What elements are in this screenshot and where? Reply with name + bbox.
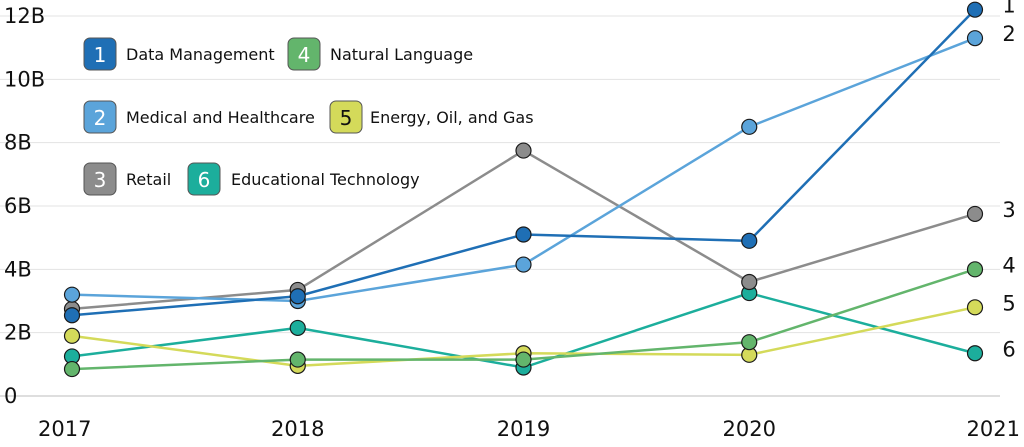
axis-labels: 0 2B 4B 6B 8B 10B 12B 2017 2018 2019 2020 2021: [4, 4, 1020, 441]
data-point-1: [289, 288, 306, 305]
y-tick-label: 6B: [4, 194, 32, 218]
x-tick-label: 2021: [967, 417, 1020, 441]
data-points: [63, 1, 984, 378]
legend-label: Data Management: [126, 45, 275, 64]
data-point-1: [966, 1, 984, 18]
legend-label: Educational Technology: [231, 170, 420, 189]
data-point-4: [515, 351, 532, 368]
legend-label: Retail: [126, 170, 171, 189]
y-tick-label: 12B: [4, 4, 45, 28]
series-end-label-6: 6: [1002, 337, 1015, 361]
x-tick-label: 2017: [38, 417, 91, 441]
x-tick-label: 2018: [271, 417, 324, 441]
y-tick-label: 8B: [4, 131, 32, 155]
legend-label: Energy, Oil, and Gas: [370, 108, 534, 127]
legend-swatch: [329, 100, 363, 134]
data-point-2: [515, 256, 532, 273]
series-end-label-5: 5: [1002, 291, 1015, 315]
data-point-1: [741, 232, 758, 249]
series-end-labels: 1 2 3 4 5 6: [1002, 0, 1015, 361]
legend-item-5: 5 Energy, Oil, and Gas: [329, 100, 534, 134]
data-point-6: [966, 345, 984, 362]
legend-swatch: [83, 37, 117, 71]
data-point-5: [966, 299, 984, 316]
data-point-2: [966, 30, 984, 47]
x-tick-label: 2019: [497, 417, 550, 441]
y-tick-label: 2B: [4, 321, 32, 345]
data-point-6: [289, 319, 306, 337]
legend-swatch: [287, 37, 321, 71]
series-end-label-1: 1: [1002, 0, 1015, 18]
data-point-3: [741, 273, 758, 291]
x-tick-label: 2020: [723, 417, 776, 441]
data-point-1: [63, 307, 81, 324]
legend-label: Natural Language: [330, 45, 473, 64]
y-tick-label: 4B: [4, 257, 32, 281]
y-tick-label: 0: [4, 384, 17, 408]
series-end-label-4: 4: [1002, 253, 1015, 277]
data-point-2: [741, 118, 758, 135]
legend-item-6: 6 Educational Technology: [187, 162, 420, 196]
data-point-4: [741, 334, 758, 351]
legend-item-4: 4 Natural Language: [287, 37, 473, 71]
y-tick-label: 10B: [4, 67, 45, 91]
data-point-2: [63, 286, 81, 303]
legend-label: Medical and Healthcare: [126, 108, 315, 127]
data-point-1: [515, 226, 532, 243]
legend-number: 6: [198, 168, 211, 192]
gridlines: [0, 15, 1000, 397]
data-point-5: [63, 327, 81, 344]
data-point-3: [966, 205, 984, 223]
legend-swatch: [83, 162, 117, 196]
legend-item-3: 3 Retail: [83, 162, 171, 196]
legend-number: 4: [298, 43, 311, 67]
legend: 1 Data Management 4 Natural Language 2 Medica…: [83, 37, 534, 196]
data-point-4: [63, 360, 81, 378]
legend-swatch: [187, 162, 221, 196]
legend-number: 3: [94, 168, 107, 192]
legend-number: 2: [94, 106, 107, 130]
legend-number: 5: [340, 106, 353, 130]
legend-item-1: 1 Data Management: [83, 37, 275, 71]
legend-item-2: 2 Medical and Healthcare: [83, 100, 315, 134]
legend-number: 1: [94, 43, 107, 67]
data-point-3: [515, 142, 532, 159]
series-end-label-3: 3: [1002, 198, 1015, 222]
data-point-4: [966, 261, 984, 278]
legend-swatch: [83, 100, 117, 134]
data-point-4: [289, 351, 306, 368]
series-end-label-2: 2: [1002, 22, 1015, 46]
